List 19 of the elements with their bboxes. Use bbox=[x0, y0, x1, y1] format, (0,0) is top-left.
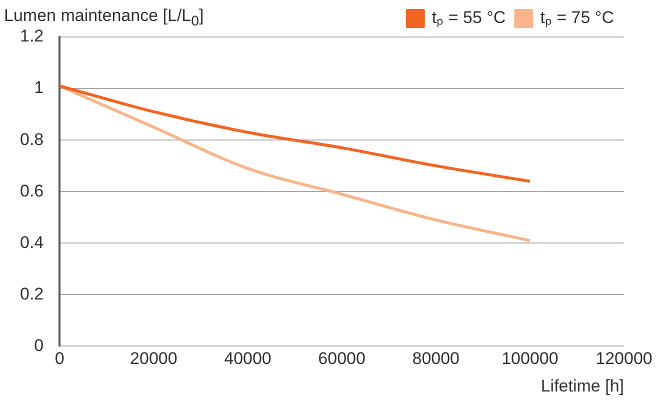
y-tick-label: 0.6 bbox=[20, 181, 44, 200]
x-tick-label: 100000 bbox=[502, 349, 558, 368]
x-tick-label: 60000 bbox=[318, 349, 366, 368]
x-tick-label: 40000 bbox=[224, 349, 272, 368]
x-axis-title: Lifetime [h] bbox=[540, 376, 624, 396]
y-axis-title: Lumen maintenance [L/L$_{0}$] bbox=[4, 6, 204, 30]
y-tick-label: 0.2 bbox=[20, 284, 44, 304]
x-tick-label: 20000 bbox=[130, 349, 178, 368]
x-tick-label: 0 bbox=[54, 349, 64, 368]
y-tick-label: 0 bbox=[34, 336, 44, 355]
y-tick-label: 1.2 bbox=[20, 26, 44, 46]
x-tick-label: 80000 bbox=[412, 349, 460, 368]
x-tick-label: 120000 bbox=[596, 349, 652, 368]
y-tick-label: 0.8 bbox=[20, 130, 44, 149]
y-tick-label: 0.4 bbox=[20, 232, 44, 252]
line-series bbox=[60, 84, 532, 183]
legend-label: tₚ = 55 °C bbox=[432, 8, 506, 28]
y-tick-label: 1 bbox=[34, 78, 44, 98]
legend-label: tₚ = 75 °C bbox=[540, 8, 614, 28]
